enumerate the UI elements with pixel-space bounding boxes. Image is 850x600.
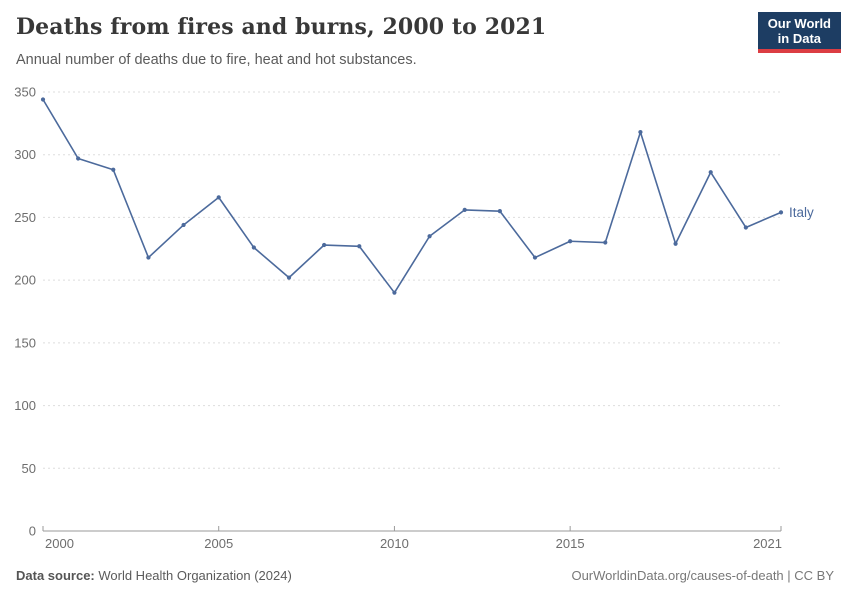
svg-text:100: 100: [14, 398, 36, 413]
data-point: [497, 209, 502, 214]
chart-footer: Data source: World Health Organization (…: [16, 568, 834, 583]
svg-text:200: 200: [14, 273, 36, 288]
data-point: [146, 255, 151, 260]
data-point: [181, 222, 186, 228]
data-point: [638, 130, 643, 135]
data-point: [778, 210, 784, 215]
svg-text:2021: 2021: [753, 536, 782, 551]
data-point: [286, 275, 292, 280]
owid-logo-line1: Our World: [767, 16, 831, 31]
data-point: [40, 97, 46, 102]
svg-text:0: 0: [29, 524, 36, 539]
data-point: [251, 245, 256, 250]
svg-text:2015: 2015: [556, 536, 585, 551]
svg-text:2010: 2010: [380, 536, 409, 551]
series-end-label: Italy: [789, 205, 814, 220]
page-title: Deaths from fires and burns, 2000 to 202…: [16, 14, 547, 40]
data-point: [111, 167, 116, 172]
data-source-label: Data source:: [16, 568, 95, 583]
gridlines: [43, 91, 781, 532]
svg-text:2000: 2000: [45, 536, 74, 551]
svg-text:350: 350: [14, 85, 36, 100]
chart-subtitle: Annual number of deaths due to fire, hea…: [16, 52, 417, 68]
data-point: [532, 255, 538, 260]
series-italy[interactable]: Italy: [40, 97, 814, 295]
y-axis-tick-labels: 0 50 100 150 200 250 300 350: [14, 85, 36, 539]
svg-text:250: 250: [14, 210, 36, 225]
data-source: Data source: World Health Organization (…: [16, 568, 292, 583]
x-axis-tick-labels: 2000 2005 2010 2015 2021: [42, 526, 782, 551]
owid-logo: Our World in Data: [757, 12, 841, 53]
svg-text:150: 150: [14, 335, 36, 350]
data-point: [392, 290, 397, 295]
data-point: [216, 195, 221, 200]
svg-text:2005: 2005: [204, 536, 233, 551]
data-point: [357, 244, 362, 249]
line-chart[interactable]: 0 50 100 150 200 250 300 350 2000 2005 2010 2015 202…: [0, 85, 850, 565]
data-point: [76, 156, 81, 161]
svg-text:300: 300: [14, 147, 36, 162]
series-line: [42, 99, 782, 294]
data-point: [603, 240, 608, 245]
owid-logo-line2: in Data: [777, 31, 822, 46]
data-point: [743, 225, 748, 230]
license-note[interactable]: OurWorldinData.org/causes-of-death | CC …: [571, 568, 834, 583]
data-point: [673, 241, 678, 246]
data-point: [322, 242, 327, 248]
data-source-text: World Health Organization (2024): [94, 568, 292, 583]
data-point: [427, 234, 432, 239]
svg-text:50: 50: [22, 461, 36, 476]
data-point: [462, 207, 467, 213]
data-point: [568, 239, 573, 244]
data-point: [708, 170, 713, 175]
